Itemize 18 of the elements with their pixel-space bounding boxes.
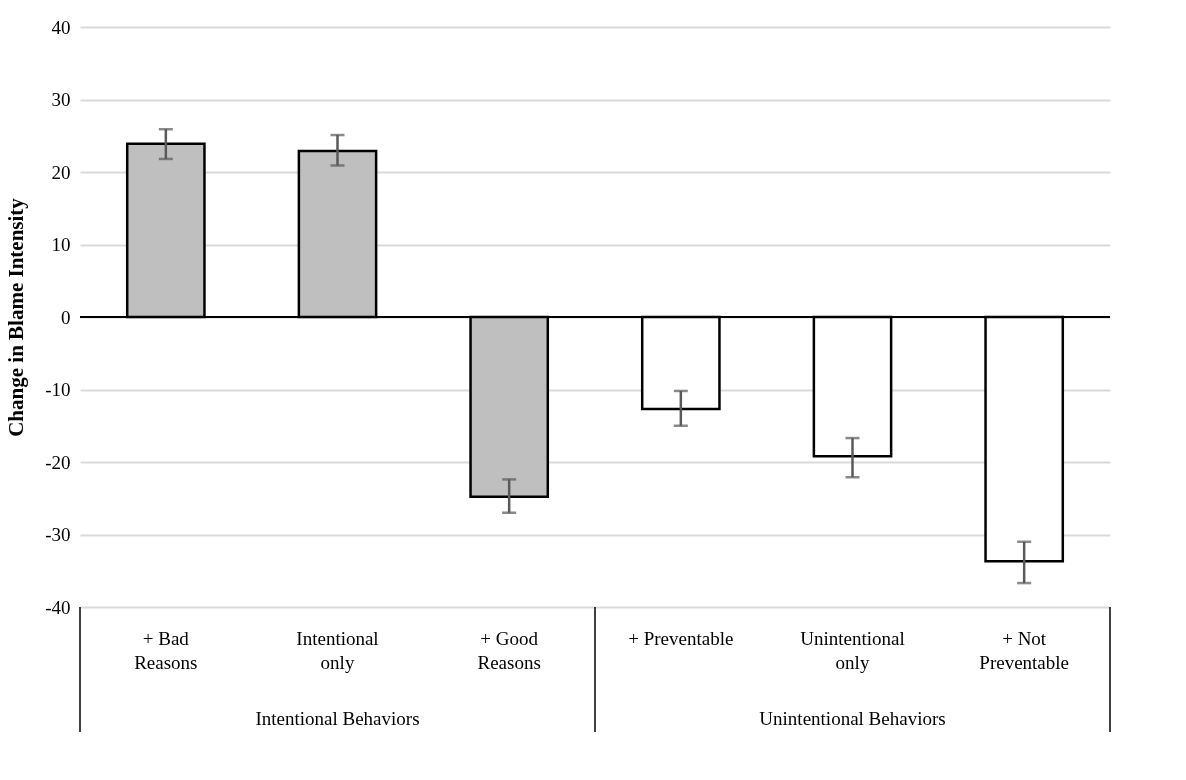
x-tick-label: + Preventable bbox=[628, 627, 734, 649]
y-tick-label: -20 bbox=[45, 451, 71, 473]
y-tick-label: 10 bbox=[51, 234, 71, 255]
x-tick-label: Unintentional only bbox=[800, 627, 905, 673]
text: Intentional Behaviors bbox=[255, 708, 420, 729]
y-tick-label: 20 bbox=[51, 161, 71, 183]
y-tick-label: -10 bbox=[45, 379, 71, 400]
x-tick-label: + Not Preventable bbox=[979, 627, 1070, 673]
x-tick-label: + Good Reasons bbox=[477, 627, 541, 673]
y-tick-label: 0 bbox=[61, 306, 71, 328]
y-tick-label: 30 bbox=[51, 89, 71, 110]
y-axis-title: Change in Blame Intensity bbox=[4, 197, 29, 437]
y-tick-label: 40 bbox=[51, 16, 71, 38]
y-tick-label: -30 bbox=[45, 524, 71, 545]
x-tick-label: Intentional only bbox=[296, 627, 379, 673]
x-tick-label: + Bad Reasons bbox=[134, 627, 198, 673]
y-tick-label: -40 bbox=[45, 596, 71, 618]
text: Unintentional Behaviors bbox=[759, 708, 946, 729]
